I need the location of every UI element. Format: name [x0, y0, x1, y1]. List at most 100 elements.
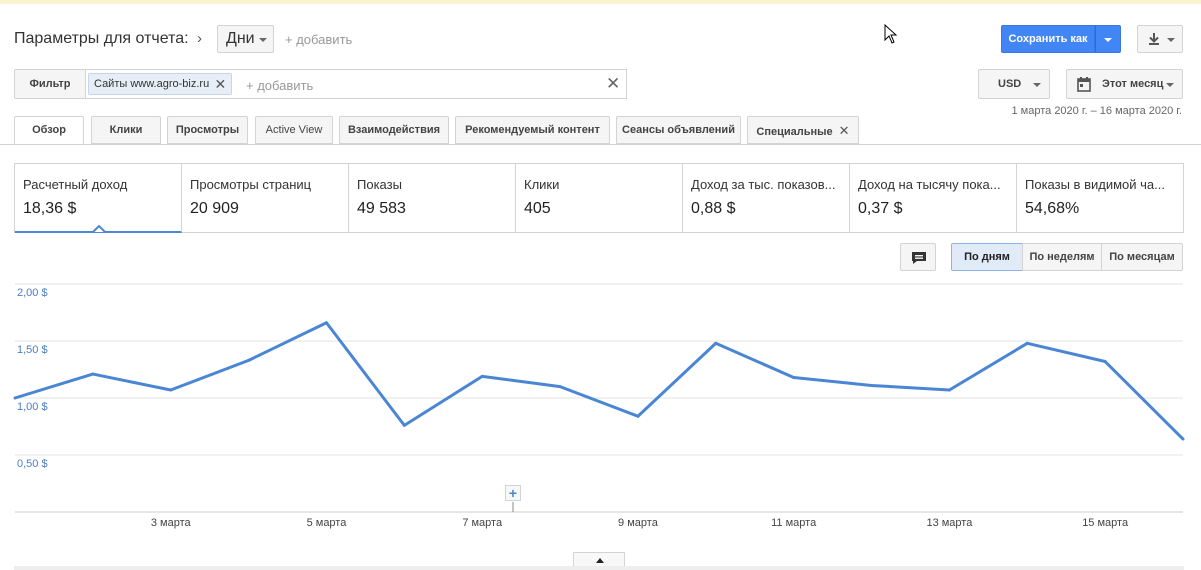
metric-estimated-earnings[interactable]: Расчетный доход 18,36 $: [15, 164, 182, 233]
data-point: [480, 374, 484, 378]
x-tick-label: 11 марта: [771, 517, 817, 529]
metric-viewability[interactable]: Показы в видимой ча... 54,68%: [1017, 164, 1183, 232]
x-tick-label: 7 марта: [462, 517, 503, 529]
metric-value: 0,88 $: [691, 200, 736, 217]
tab-interactions[interactable]: Взаимодействия: [339, 116, 449, 144]
collapse-chart-button[interactable]: [573, 552, 625, 568]
x-tick-label: 13 марта: [926, 517, 973, 529]
data-point: [714, 341, 718, 345]
data-point: [870, 383, 874, 387]
currency-select[interactable]: USD: [978, 69, 1050, 99]
y-tick-label: 0,50 $: [17, 458, 48, 470]
data-point: [402, 423, 406, 427]
dimension-select[interactable]: Дни: [217, 25, 274, 53]
metric-label: Показы: [357, 177, 402, 192]
x-tick-label: 3 марта: [151, 517, 192, 529]
caret-down-icon: [259, 38, 267, 42]
data-point: [558, 385, 562, 389]
tab-active-view[interactable]: Active View: [255, 116, 333, 144]
data-point: [947, 388, 951, 392]
filter-add-input[interactable]: + добавить: [246, 78, 314, 93]
by-day-button[interactable]: По дням: [951, 243, 1023, 271]
chevron-right-icon: ›: [197, 30, 202, 47]
data-point: [1025, 341, 1029, 345]
tab-custom-label: Специальные: [756, 126, 833, 138]
by-week-button[interactable]: По неделям: [1022, 243, 1102, 271]
tab-overview[interactable]: Обзор: [14, 116, 84, 145]
tab-custom[interactable]: Специальные ✕: [747, 116, 859, 144]
currency-label: USD: [998, 78, 1022, 90]
date-select-label: Этот месяц: [1102, 78, 1164, 90]
mouse-pointer-icon: [884, 24, 898, 44]
metric-value: 20 909: [190, 200, 239, 217]
close-icon[interactable]: ✕: [214, 76, 227, 92]
caret-up-icon: [596, 558, 604, 563]
metric-impressions[interactable]: Показы 49 583: [349, 164, 516, 232]
by-month-button[interactable]: По месяцам: [1101, 243, 1183, 271]
series-line: [14, 321, 1185, 441]
y-tick-label: 2,00 $: [17, 287, 48, 299]
metric-value: 54,68%: [1025, 200, 1080, 217]
caret-down-icon: [1166, 83, 1174, 87]
data-point: [1181, 437, 1185, 441]
clear-filter-icon[interactable]: ✕: [606, 74, 621, 93]
metric-rpm[interactable]: Доход за тыс. показов... 0,88 $: [683, 164, 850, 232]
selected-metric-notch: [79, 224, 119, 233]
y-tick-label: 1,00 $: [17, 401, 48, 413]
metric-page-views[interactable]: Просмотры страниц 20 909: [182, 164, 349, 232]
close-icon[interactable]: ✕: [838, 123, 850, 138]
metric-label: Показы в видимой ча...: [1025, 177, 1165, 192]
add-annotation-button[interactable]: +: [505, 485, 521, 501]
metric-label: Просмотры страниц: [190, 177, 312, 192]
metric-label: Расчетный доход: [23, 177, 128, 192]
filter-chip-label: Сайты www.agro-biz.ru: [94, 78, 210, 90]
caret-down-icon: [1167, 38, 1175, 42]
tab-clicks[interactable]: Клики: [91, 116, 161, 144]
data-point: [169, 388, 173, 392]
data-point: [636, 414, 640, 418]
data-point: [324, 321, 328, 325]
filter-button[interactable]: Фильтр: [14, 69, 86, 99]
tab-views[interactable]: Просмотры: [167, 116, 248, 144]
export-button[interactable]: [1137, 25, 1183, 53]
comment-icon: [912, 252, 926, 264]
metric-label: Клики: [524, 177, 560, 192]
calendar-icon: [1077, 77, 1091, 92]
data-point: [247, 358, 251, 362]
x-tick-label: 5 марта: [307, 517, 348, 529]
data-point: [792, 375, 796, 379]
tab-ad-sessions[interactable]: Сеансы объявлений: [616, 116, 741, 144]
metric-label: Доход за тыс. показов...: [691, 177, 836, 192]
metric-value: 0,37 $: [858, 200, 903, 217]
date-range-select[interactable]: Этот месяц: [1066, 69, 1183, 99]
annotations-button[interactable]: [900, 243, 936, 271]
date-range-text: 1 марта 2020 г. – 16 марта 2020 г.: [1011, 105, 1183, 117]
y-tick-label: 1,50 $: [17, 344, 48, 356]
data-point: [13, 396, 17, 400]
add-dimension-link[interactable]: + добавить: [285, 32, 353, 47]
filter-input-box[interactable]: Сайты www.agro-biz.ru ✕ + добавить ✕: [86, 69, 627, 99]
metrics-bar: Расчетный доход 18,36 $ Просмотры страни…: [14, 163, 1184, 233]
download-icon: [1149, 33, 1159, 45]
x-tick-label: 15 марта: [1082, 517, 1129, 529]
metric-value: 18,36 $: [23, 200, 77, 217]
save-as-button[interactable]: Сохранить как: [1001, 25, 1095, 53]
metric-value: 405: [524, 200, 551, 217]
earnings-line-chart: 0,50 $ 1,00 $ 1,50 $ 2,00 $ 3 марта 5 марта 7 …: [13, 283, 1185, 529]
save-as-dropdown-button[interactable]: [1095, 25, 1121, 53]
x-tick-label: 9 марта: [618, 517, 659, 529]
metric-clicks[interactable]: Клики 405: [516, 164, 683, 232]
dimension-select-label: Дни: [226, 30, 255, 47]
data-point: [91, 372, 95, 376]
tab-recommended-content[interactable]: Рекомендуемый контент: [455, 116, 610, 144]
caret-down-icon: [1033, 83, 1041, 87]
caret-down-icon: [1104, 38, 1112, 42]
report-params-label: Параметры для отчета:: [14, 30, 189, 47]
table-header-strip: [14, 566, 1184, 570]
filter-chip-sites[interactable]: Сайты www.agro-biz.ru ✕: [88, 73, 233, 95]
metric-value: 49 583: [357, 200, 406, 217]
metric-label: Доход на тысячу пока...: [858, 177, 1001, 192]
data-point: [1103, 360, 1107, 364]
tabs-divider: [0, 144, 1201, 145]
metric-page-rpm[interactable]: Доход на тысячу пока... 0,37 $: [850, 164, 1017, 232]
